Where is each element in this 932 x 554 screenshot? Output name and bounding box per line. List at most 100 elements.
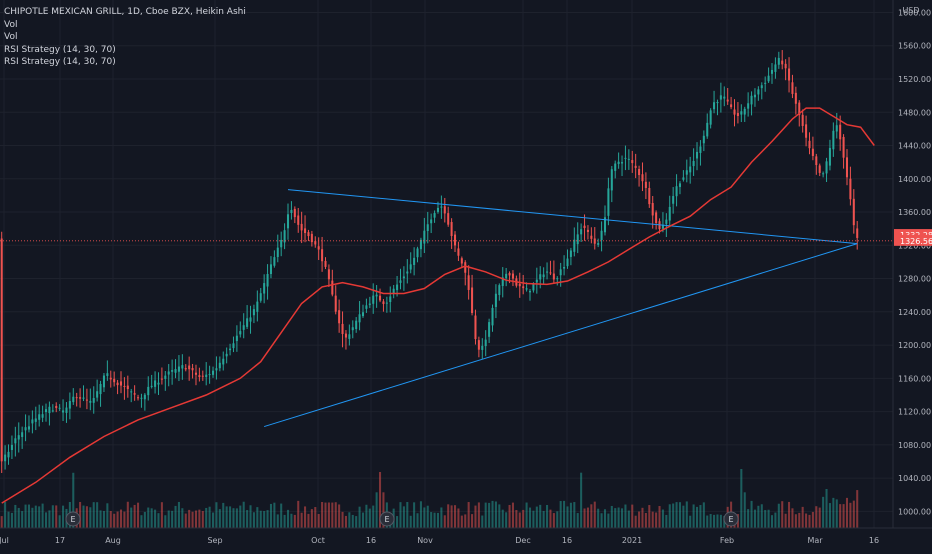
volume-bar	[324, 502, 327, 528]
volume-bar	[269, 503, 272, 528]
volume-bar	[716, 514, 719, 528]
time-tick-label: Jul	[0, 536, 9, 545]
earnings-marker[interactable]: E	[723, 511, 739, 527]
volume-bar	[767, 509, 770, 528]
volume-bar	[348, 512, 351, 528]
candle-body	[723, 96, 726, 99]
candle-body	[852, 198, 855, 226]
volume-bar	[44, 512, 48, 528]
candle-body	[436, 207, 440, 212]
volume-bar	[672, 503, 675, 528]
volume-bar	[297, 500, 300, 528]
volume-bar	[344, 515, 347, 528]
candle-body	[740, 111, 743, 115]
candle-body	[229, 348, 232, 351]
candle-body	[123, 385, 126, 387]
candle-body	[842, 136, 845, 158]
volume-bar	[194, 510, 198, 528]
volume-bar	[641, 507, 644, 528]
candle-body	[457, 248, 460, 256]
candle-body	[617, 161, 620, 165]
volume-bar	[102, 510, 105, 528]
volume-bar	[661, 509, 664, 528]
volume-bar	[440, 507, 443, 528]
candle-body	[198, 375, 201, 377]
candle-body	[668, 206, 671, 221]
candle-body	[801, 114, 804, 126]
volume-bar	[515, 510, 518, 528]
candle-body	[171, 370, 174, 372]
volume-bar	[583, 508, 586, 528]
candle-body	[828, 147, 831, 166]
time-tick-label: Nov	[417, 536, 433, 545]
volume-bar	[566, 506, 569, 528]
candle-body	[344, 333, 347, 338]
candle-body	[811, 148, 814, 156]
candle-body	[784, 63, 787, 69]
candle-body	[10, 444, 13, 450]
time-tick-label: 17	[55, 536, 65, 545]
volume-bar	[334, 502, 337, 528]
candle-body	[402, 276, 405, 279]
candle-body	[460, 258, 463, 264]
candle-body	[413, 257, 416, 265]
candle-body	[99, 383, 102, 395]
volume-bar	[72, 472, 75, 528]
candle-body	[334, 295, 337, 312]
price-tick-label: 1000.00	[898, 507, 931, 516]
candle-body	[38, 414, 41, 420]
volume-bar	[798, 512, 801, 528]
candle-body	[34, 418, 37, 422]
candle-body	[736, 113, 739, 116]
volume-bar	[764, 510, 767, 528]
volume-bar	[242, 501, 245, 528]
candle-body	[160, 378, 163, 380]
volume-bar	[167, 510, 170, 528]
indicator-vol-2[interactable]: Vol	[4, 32, 18, 42]
volume-bar	[702, 502, 705, 528]
volume-bar	[692, 504, 695, 528]
trendline	[264, 243, 858, 428]
volume-bar	[290, 513, 293, 528]
candle-body	[777, 57, 780, 65]
volume-bar	[184, 513, 187, 528]
volume-bar	[150, 508, 153, 528]
candle-body	[702, 135, 705, 144]
candle-body	[256, 301, 259, 312]
candle-body	[4, 454, 7, 462]
volume-bar	[467, 502, 470, 528]
candle-body	[286, 214, 290, 229]
candle-body	[300, 223, 303, 231]
candle-body	[651, 203, 654, 216]
volume-bar	[655, 512, 658, 528]
time-tick-label: Mar	[807, 536, 823, 545]
volume-bar	[205, 507, 208, 528]
candle-body	[569, 250, 572, 257]
indicator-vol-1[interactable]: Vol	[4, 19, 18, 30]
candle-body	[164, 375, 167, 379]
earnings-marker[interactable]: E	[65, 511, 81, 527]
grid-lines	[0, 0, 893, 528]
volume-bar	[518, 512, 521, 528]
volume-bar	[610, 505, 613, 528]
volume-bar	[188, 509, 191, 528]
volume-bar	[160, 502, 163, 528]
indicator-rsi-2[interactable]: RSI Strategy (14, 30, 70)	[4, 57, 116, 67]
volume-bar	[508, 504, 511, 528]
candle-body	[106, 373, 109, 376]
indicator-rsi-1[interactable]: RSI Strategy (14, 30, 70)	[4, 44, 116, 55]
volume-bar	[123, 511, 126, 528]
earnings-marker[interactable]: E	[379, 511, 395, 527]
volume-bar	[416, 513, 419, 528]
volume-bar	[300, 512, 303, 528]
volume-bar	[501, 509, 504, 528]
volume-bar	[525, 502, 528, 528]
chart-title[interactable]: CHIPOTLE MEXICAN GRILL, 1D, Cboe BZX, He…	[4, 7, 246, 17]
volume-bar	[96, 502, 99, 528]
candle-body	[68, 401, 71, 409]
candle-body	[672, 196, 675, 204]
volume-bar	[825, 488, 828, 528]
price-tick-label: 1360.00	[898, 208, 931, 217]
